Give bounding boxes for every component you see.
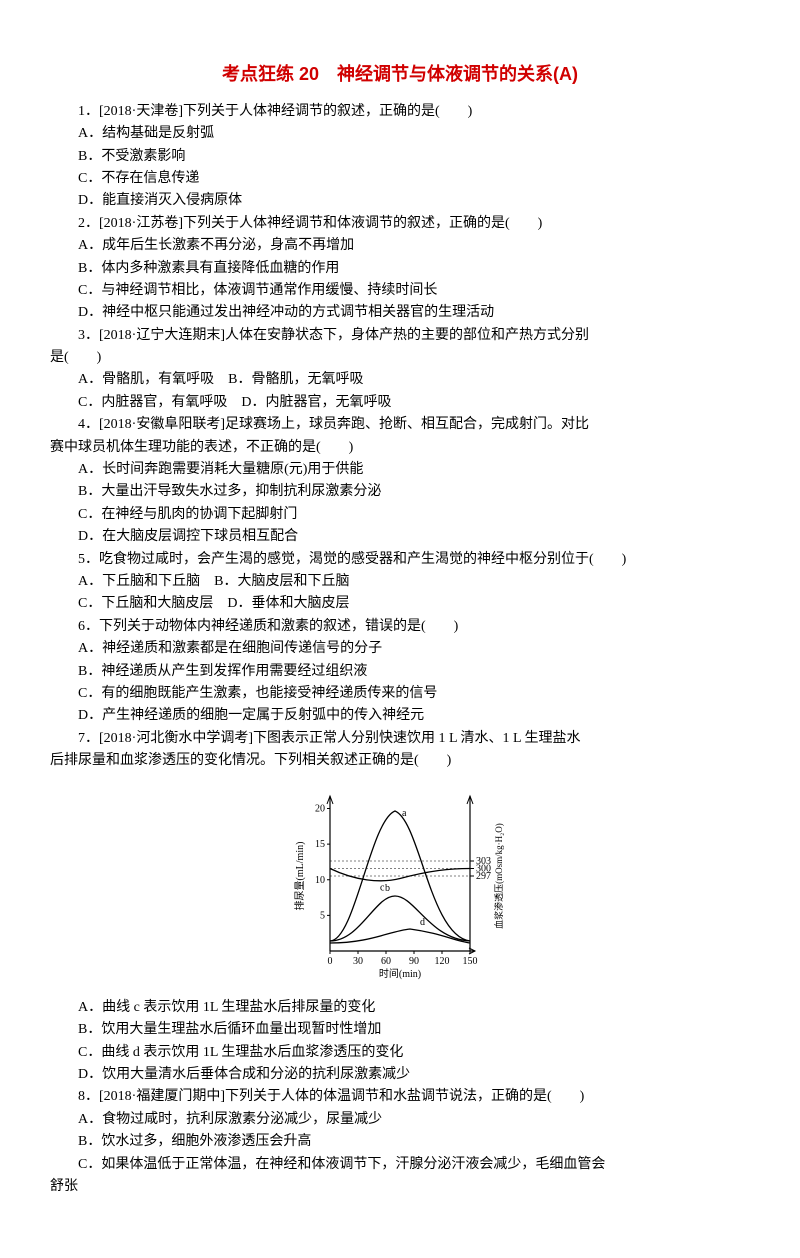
svg-text:10: 10 [315,874,325,885]
page-title: 考点狂练 20 神经调节与体液调节的关系(A) [50,60,750,89]
q3-opt-ab: A．骨骼肌，有氧呼吸 B．骨骼肌，无氧呼吸 [50,369,750,391]
svg-text:时间(min): 时间(min) [379,967,421,980]
q2-opt-a: A．成年后生长激素不再分泌，身高不再增加 [50,235,750,257]
svg-text:0: 0 [328,956,333,967]
svg-text:d: d [420,917,425,928]
q4-stem: 4．[2018·安徽阜阳联考]足球赛场上，球员奔跑、抢断、相互配合，完成射门。对… [50,414,750,436]
svg-text:303: 303 [476,856,491,867]
q1-opt-b: B．不受激素影响 [50,146,750,168]
svg-text:90: 90 [409,956,419,967]
svg-text:b: b [385,883,390,894]
q4-opt-b: B．大量出汗导致失水过多，抑制抗利尿激素分泌 [50,481,750,503]
q8-opt-c2: 舒张 [50,1176,750,1198]
q4-opt-d: D．在大脑皮层调控下球员相互配合 [50,526,750,548]
svg-text:30: 30 [353,956,363,967]
q6-opt-d: D．产生神经递质的细胞一定属于反射弧中的传入神经元 [50,705,750,727]
svg-text:血浆渗透压(mOsm/kg·H₂O): 血浆渗透压(mOsm/kg·H₂O) [493,823,504,929]
q3-stem2: 是( ) [50,347,750,369]
q4-stem2: 赛中球员机体生理功能的表述，不正确的是( ) [50,437,750,459]
q2-stem: 2．[2018·江苏卷]下列关于人体神经调节和体液调节的叙述，正确的是( ) [50,213,750,235]
svg-text:60: 60 [381,956,391,967]
q1-opt-d: D．能直接消灭入侵病原体 [50,190,750,212]
svg-text:a: a [402,808,407,819]
q6-opt-a: A．神经递质和激素都是在细胞间传递信号的分子 [50,638,750,660]
q5-opt-ab: A．下丘脑和下丘脑 B．大脑皮层和下丘脑 [50,571,750,593]
q2-opt-d: D．神经中枢只能通过发出神经冲动的方式调节相关器官的生理活动 [50,302,750,324]
svg-text:5: 5 [320,910,325,921]
svg-text:120: 120 [435,956,450,967]
q3-stem: 3．[2018·辽宁大连期末]人体在安静状态下，身体产热的主要的部位和产热方式分… [50,325,750,347]
q1-opt-a: A．结构基础是反射弧 [50,123,750,145]
q8-opt-c: C．如果体温低于正常体温，在神经和体液调节下，汗腺分泌汗液会减少，毛细血管会 [50,1154,750,1176]
svg-text:15: 15 [315,839,325,850]
q8-opt-a: A．食物过咸时，抗利尿激素分泌减少，尿量减少 [50,1109,750,1131]
q7-stem: 7．[2018·河北衡水中学调考]下图表示正常人分别快速饮用 1 L 清水、1 … [50,728,750,750]
q7-chart: 51015200306090120150297300303abcd时间(min)… [50,781,750,989]
q4-opt-a: A．长时间奔跑需要消耗大量糖原(元)用于供能 [50,459,750,481]
svg-text:c: c [380,882,385,893]
q7-stem2: 后排尿量和血浆渗透压的变化情况。下列相关叙述正确的是( ) [50,750,750,772]
q7-opt-a: A．曲线 c 表示饮用 1L 生理盐水后排尿量的变化 [50,997,750,1019]
svg-text:150: 150 [463,956,478,967]
q5-opt-cd: C．下丘脑和大脑皮层 D．垂体和大脑皮层 [50,593,750,615]
q7-opt-b: B．饮用大量生理盐水后循环血量出现暂时性增加 [50,1019,750,1041]
q1-stem: 1．[2018·天津卷]下列关于人体神经调节的叙述，正确的是( ) [50,101,750,123]
q8-stem: 8．[2018·福建厦门期中]下列关于人体的体温调节和水盐调节说法，正确的是( … [50,1086,750,1108]
q2-opt-b: B．体内多种激素具有直接降低血糖的作用 [50,258,750,280]
q6-stem: 6．下列关于动物体内神经递质和激素的叙述，错误的是( ) [50,616,750,638]
q8-opt-b: B．饮水过多，细胞外液渗透压会升高 [50,1131,750,1153]
q7-opt-c: C．曲线 d 表示饮用 1L 生理盐水后血浆渗透压的变化 [50,1042,750,1064]
q5-stem: 5．吃食物过咸时，会产生渴的感觉，渴觉的感受器和产生渴觉的神经中枢分别位于( ) [50,549,750,571]
q4-opt-c: C．在神经与肌肉的协调下起脚射门 [50,504,750,526]
q3-opt-cd: C．内脏器官，有氧呼吸 D．内脏器官，无氧呼吸 [50,392,750,414]
svg-text:排尿量(mL/min): 排尿量(mL/min) [293,841,306,910]
q6-opt-b: B．神经递质从产生到发挥作用需要经过组织液 [50,661,750,683]
q1-opt-c: C．不存在信息传递 [50,168,750,190]
q7-opt-d: D．饮用大量清水后垂体合成和分泌的抗利尿激素减少 [50,1064,750,1086]
q6-opt-c: C．有的细胞既能产生激素，也能接受神经递质传来的信号 [50,683,750,705]
svg-text:20: 20 [315,803,325,814]
q2-opt-c: C．与神经调节相比，体液调节通常作用缓慢、持续时间长 [50,280,750,302]
